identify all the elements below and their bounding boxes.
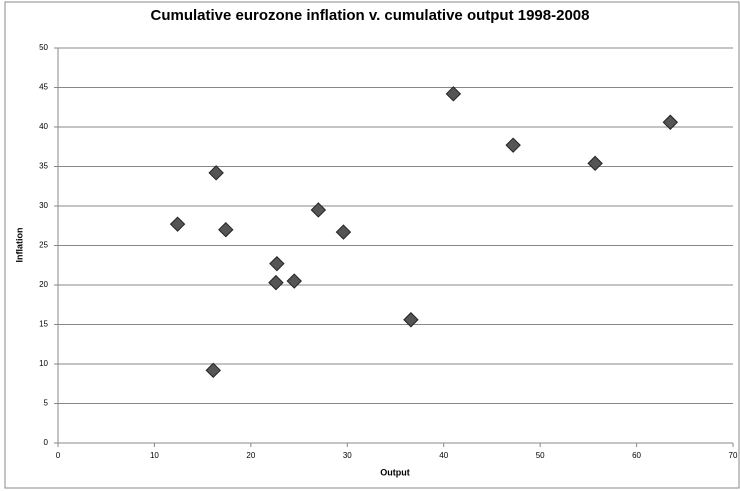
y-tick-label: 15 <box>39 320 48 329</box>
point <box>662 114 679 130</box>
y-axis-label: Inflation <box>14 228 24 263</box>
y-tick-label: 20 <box>39 280 48 289</box>
point <box>205 362 221 379</box>
point <box>445 86 462 102</box>
x-tick-label: 50 <box>536 451 545 460</box>
x-tick-label: 40 <box>439 451 448 460</box>
x-tick-label: 30 <box>343 451 352 460</box>
y-tick-label: 50 <box>39 43 48 52</box>
y-tick-label: 5 <box>44 399 49 408</box>
y-tick-label: 0 <box>44 438 49 447</box>
point <box>169 216 186 232</box>
y-tick-label: 10 <box>39 359 48 368</box>
x-tick-label: 70 <box>729 451 738 460</box>
x-tick-label: 20 <box>246 451 255 460</box>
x-tick-label: 0 <box>56 451 61 460</box>
point <box>218 221 234 238</box>
x-tick-label: 60 <box>632 451 641 460</box>
point <box>268 274 284 291</box>
point <box>286 273 302 289</box>
point <box>587 155 603 172</box>
y-tick-label: 35 <box>39 162 48 171</box>
point <box>269 255 285 272</box>
x-tick-label: 10 <box>150 451 159 460</box>
y-tick-label: 45 <box>39 83 48 92</box>
y-tick-label: 30 <box>39 201 48 210</box>
point <box>310 202 327 218</box>
y-tick-label: 25 <box>39 241 48 250</box>
y-tick-label: 40 <box>39 122 48 131</box>
point <box>335 224 352 240</box>
chart-title: Cumulative eurozone inflation v. cumulat… <box>151 7 590 24</box>
x-axis-label: Output <box>380 467 410 477</box>
point <box>403 312 419 328</box>
point <box>208 165 224 181</box>
point <box>505 137 521 153</box>
